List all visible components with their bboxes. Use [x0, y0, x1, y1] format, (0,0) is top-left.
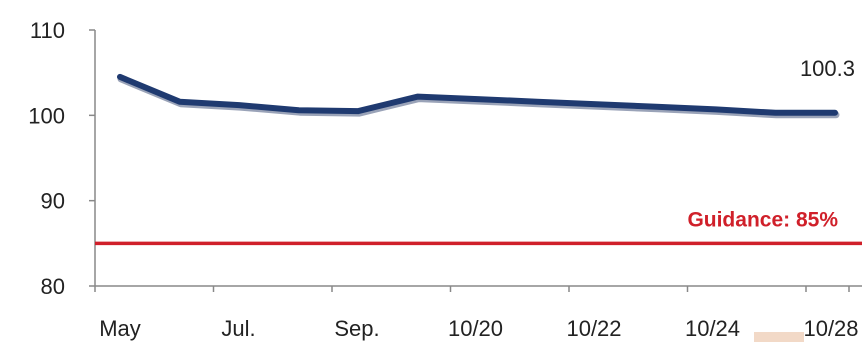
series-point [594, 101, 600, 107]
x-tick-label: 10/28 [803, 316, 858, 341]
x-tick-label: Jul. [221, 316, 255, 341]
series-line [117, 73, 838, 116]
series-point [236, 102, 242, 108]
series-point [296, 107, 302, 113]
x-tick-label: May [99, 316, 141, 341]
y-axis-ticks: 80 90 100 110 [28, 18, 95, 299]
series-point [355, 108, 361, 114]
guidance-label: Guidance: 85% [687, 208, 838, 231]
y-tick-label: 90 [41, 189, 65, 214]
series-group [117, 73, 840, 119]
y-tick-label: 80 [41, 274, 65, 299]
x-tick-label: 10/20 [448, 316, 503, 341]
axes [94, 30, 862, 287]
series-point [832, 110, 838, 116]
x-axis-ticks: May Jul. Sep. 10/20 10/22 10/24 10/28 [94, 286, 859, 341]
series-point [534, 99, 540, 105]
series-point [117, 74, 123, 80]
x-tick-label: 10/24 [685, 316, 740, 341]
y-tick-label: 110 [30, 18, 65, 43]
x-tick-label: 10/22 [566, 316, 621, 341]
overlay-patch [754, 332, 804, 342]
series-point [177, 99, 183, 105]
x-tick-label: Sep. [334, 316, 379, 341]
series-point [713, 106, 719, 112]
series-point [475, 96, 480, 102]
series-point [772, 110, 778, 116]
series-point [415, 94, 421, 100]
y-tick-label: 100 [28, 103, 65, 128]
series-point [653, 104, 659, 110]
end-value-label: 100.3 [800, 56, 855, 81]
